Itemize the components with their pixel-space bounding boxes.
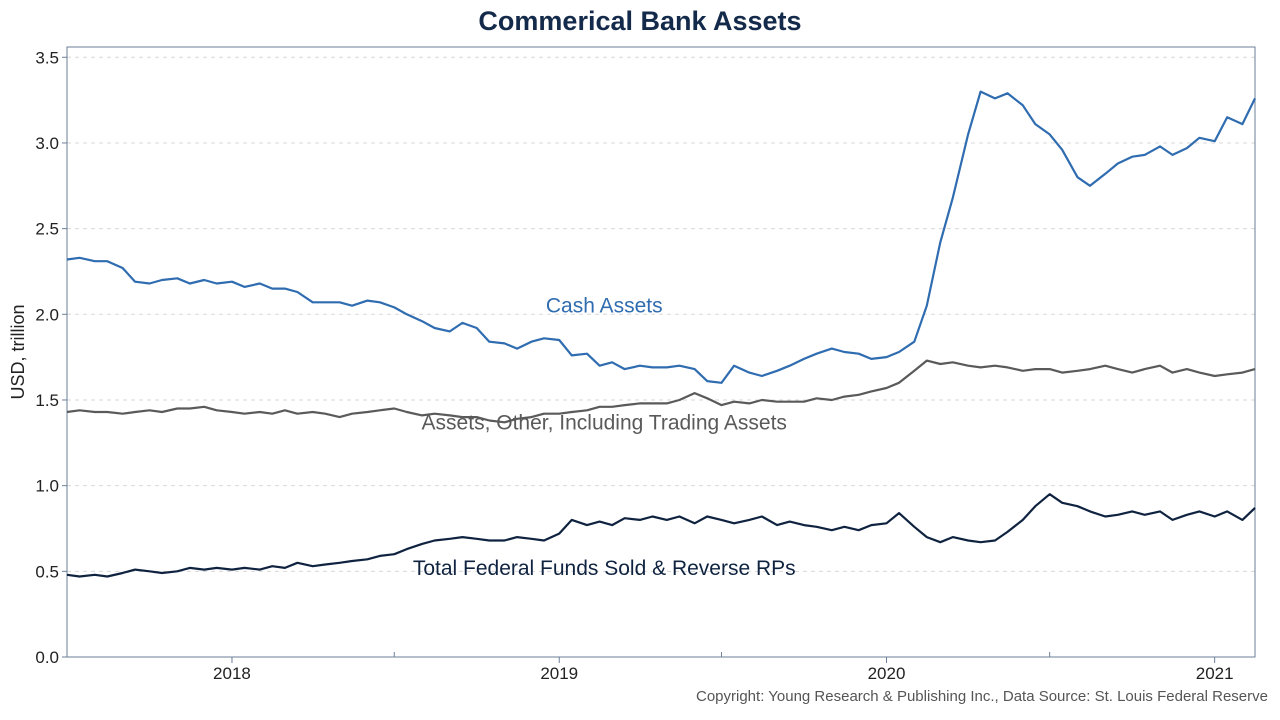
y-axis-title: USD, trillion (8, 304, 28, 399)
gridlines (67, 56, 1255, 572)
y-tick-label: 3.5 (35, 48, 59, 67)
chart-title: Commerical Bank Assets (478, 6, 802, 36)
series-line-2 (66, 493, 1256, 578)
x-tick-label: 2020 (868, 664, 906, 683)
series-line-1 (66, 359, 1256, 424)
series-label-1: Assets, Other, Including Trading Assets (422, 411, 787, 434)
y-tick-label: 2.5 (35, 220, 59, 239)
y-tick-label: 0.0 (35, 648, 59, 667)
series-label-0: Cash Assets (546, 295, 663, 318)
y-tick-label: 2.0 (35, 305, 59, 324)
x-tick-label: 2021 (1196, 664, 1234, 683)
series-line-0 (66, 90, 1256, 384)
plot-area-frame (66, 46, 1256, 658)
x-tick-label: 2018 (213, 664, 251, 683)
y-tick-label: 0.5 (35, 562, 59, 581)
series-lines (66, 90, 1256, 578)
x-tick-label: 2019 (540, 664, 578, 683)
series-labels: Cash Assets Assets, Other, Including Trad… (413, 295, 796, 580)
y-tick-label: 3.0 (35, 134, 59, 153)
series-label-2: Total Federal Funds Sold & Reverse RPs (413, 557, 796, 580)
copyright-note: Copyright: Young Research & Publishing I… (696, 688, 1268, 705)
axes: 0.0 0.5 1.0 1.5 2.0 2.5 3.0 3.5 2018 2019 2020 2021 (35, 48, 1233, 683)
y-tick-label: 1.5 (35, 391, 59, 410)
y-tick-label: 1.0 (35, 477, 59, 496)
